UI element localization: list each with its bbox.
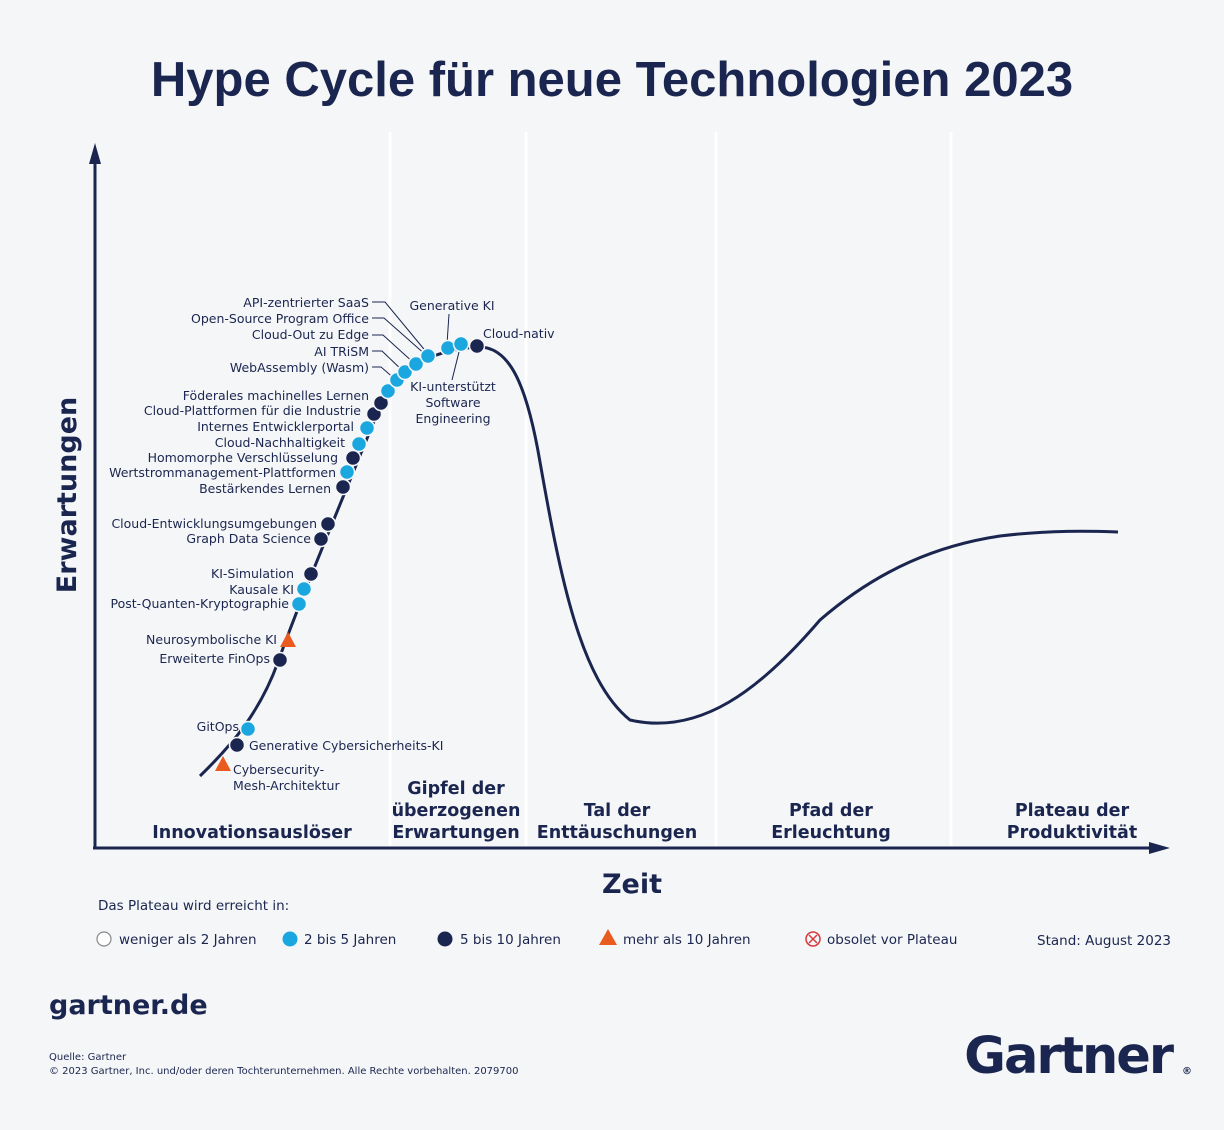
tech-marker bbox=[396, 363, 414, 381]
legend-marker bbox=[282, 931, 298, 947]
phase-label: Tal der bbox=[584, 801, 651, 821]
tech-label: Cloud-Nachhaltigkeit bbox=[215, 435, 345, 450]
tech-label: Kausale KI bbox=[229, 582, 294, 597]
leader-line bbox=[372, 350, 405, 373]
phase-label: Produktivität bbox=[1007, 823, 1137, 843]
tech-marker bbox=[468, 337, 486, 355]
leader-line bbox=[372, 301, 429, 355]
tech-label: Wertstrommanagement-Plattformen bbox=[109, 465, 336, 480]
y-axis-arrowhead bbox=[89, 143, 101, 164]
tech-label: Graph Data Science bbox=[186, 531, 311, 546]
tech-marker bbox=[407, 355, 425, 373]
tech-label: Generative Cybersicherheits-KI bbox=[249, 738, 443, 753]
phase-label: Enttäuschungen bbox=[537, 823, 697, 843]
tech-label: AI TRiSM bbox=[314, 344, 369, 359]
tech-label: Software bbox=[425, 395, 480, 410]
phase-label: überzogenen bbox=[392, 801, 521, 821]
leader-line bbox=[446, 313, 450, 345]
tech-label: Erweiterte FinOps bbox=[159, 651, 270, 666]
tech-marker bbox=[319, 515, 337, 533]
tech-label: Bestärkendes Lernen bbox=[199, 481, 331, 496]
tech-label: Internes Entwicklerportal bbox=[197, 419, 354, 434]
tech-label: Cloud-Entwicklungsumgebungen bbox=[111, 516, 317, 531]
tech-label: WebAssembly (Wasm) bbox=[230, 360, 369, 375]
legend-label: mehr als 10 Jahren bbox=[623, 932, 751, 948]
legend-heading: Das Plateau wird erreicht in: bbox=[98, 898, 289, 914]
tech-label: Cloud-Plattformen für die Industrie bbox=[144, 403, 361, 418]
tech-label: API-zentrierter SaaS bbox=[243, 295, 369, 310]
legend-label: obsolet vor Plateau bbox=[827, 932, 957, 948]
phase-label: Erwartungen bbox=[392, 823, 519, 843]
tech-marker bbox=[338, 463, 356, 481]
leader-line bbox=[372, 317, 428, 357]
technology-labels: Cybersecurity-Mesh-Architektur Generative… bbox=[109, 295, 555, 793]
tech-marker bbox=[419, 347, 437, 365]
tech-label: Generative KI bbox=[409, 298, 494, 313]
tech-marker bbox=[280, 632, 296, 647]
legend-marker bbox=[599, 929, 617, 945]
legend-label: 2 bis 5 Jahren bbox=[304, 932, 396, 948]
copyright-note: © 2023 Gartner, Inc. und/oder deren Toch… bbox=[49, 1066, 519, 1077]
tech-marker bbox=[358, 419, 376, 437]
legend-marker bbox=[437, 931, 453, 947]
gartner-logo: Gartner bbox=[964, 1027, 1174, 1086]
phase-labels: Innovationsauslöser Gipfel derüberzogenen… bbox=[152, 779, 1137, 843]
tech-label: Mesh-Architektur bbox=[233, 778, 340, 793]
tech-marker bbox=[239, 720, 257, 738]
legend-label: weniger als 2 Jahren bbox=[119, 932, 257, 948]
tech-marker bbox=[344, 449, 362, 467]
tech-label: KI-Simulation bbox=[211, 566, 294, 581]
legend-marker bbox=[96, 931, 112, 947]
leader-line bbox=[451, 351, 460, 381]
chart-title: Hype Cycle für neue Technologien 2023 bbox=[151, 53, 1073, 107]
technology-markers bbox=[215, 335, 486, 771]
tech-marker bbox=[334, 478, 352, 496]
phase-label: Erleuchtung bbox=[771, 823, 891, 843]
site-link[interactable]: gartner.de bbox=[49, 990, 208, 1021]
tech-marker bbox=[228, 736, 246, 754]
tech-label: Cloud-Out zu Edge bbox=[252, 327, 369, 342]
tech-marker bbox=[350, 435, 368, 453]
phase-dividers bbox=[388, 132, 953, 846]
tech-marker bbox=[271, 651, 289, 669]
leader-line bbox=[372, 334, 416, 365]
tech-label: GitOps bbox=[197, 719, 239, 734]
tech-label: Neurosymbolische KI bbox=[146, 632, 277, 647]
y-axis-label: Erwartungen bbox=[52, 397, 83, 593]
source-note: Quelle: Gartner bbox=[49, 1052, 127, 1063]
phase-label: Pfad der bbox=[789, 801, 873, 821]
stand-date: Stand: August 2023 bbox=[1037, 933, 1171, 949]
tech-marker bbox=[312, 530, 330, 548]
tech-label: Engineering bbox=[416, 411, 491, 426]
phase-label: Gipfel der bbox=[407, 779, 505, 799]
legend-label: 5 bis 10 Jahren bbox=[460, 932, 561, 948]
tech-label: Föderales machinelles Lernen bbox=[183, 388, 369, 403]
tech-label: Cloud-nativ bbox=[483, 326, 555, 341]
tech-label: KI-unterstützt bbox=[410, 379, 496, 394]
phase-label: Innovationsauslöser bbox=[152, 823, 352, 843]
tech-label: Cybersecurity- bbox=[233, 762, 324, 777]
tech-label: Homomorphe Verschlüsselung bbox=[148, 450, 338, 465]
x-axis-arrowhead bbox=[1149, 842, 1170, 854]
tech-marker bbox=[372, 394, 390, 412]
tech-marker bbox=[290, 595, 308, 613]
phase-label: Plateau der bbox=[1015, 801, 1130, 821]
legend: weniger als 2 Jahren 2 bis 5 Jahren 5 bis … bbox=[96, 929, 957, 948]
tech-label: Post-Quanten-Kryptographie bbox=[111, 596, 290, 611]
legend-marker bbox=[808, 934, 818, 944]
registered-mark: ® bbox=[1182, 1066, 1192, 1077]
tech-marker bbox=[452, 335, 470, 353]
tech-label: Open-Source Program Office bbox=[191, 311, 369, 326]
x-axis-label: Zeit bbox=[602, 869, 662, 900]
tech-marker bbox=[215, 756, 231, 771]
tech-marker bbox=[302, 565, 320, 583]
tech-marker bbox=[295, 580, 313, 598]
tech-marker bbox=[379, 382, 397, 400]
legend-marker bbox=[805, 931, 821, 947]
